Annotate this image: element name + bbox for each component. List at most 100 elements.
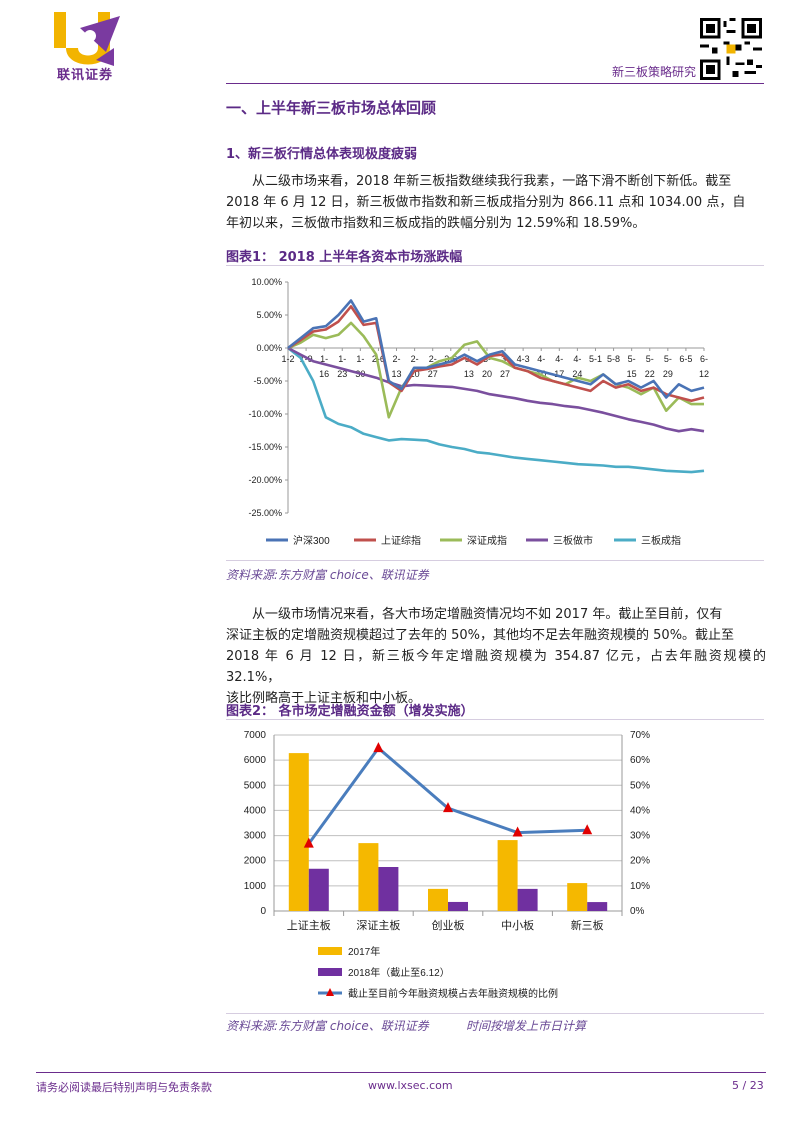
paragraph-line: 从二级市场来看，2018 年新三板指数继续我行我素，一路下滑不断创下新低。截至 bbox=[252, 174, 732, 189]
series-line bbox=[287, 305, 705, 403]
figure2-top-rule bbox=[226, 719, 764, 720]
legend-label: 2017年 bbox=[348, 945, 380, 958]
y-tick-label: 0.00% bbox=[256, 343, 282, 353]
x-tick-label: 新三板 bbox=[571, 918, 604, 932]
ratio-line bbox=[307, 746, 588, 845]
y-tick-label: -10.00% bbox=[248, 409, 282, 419]
y-left-tick-label: 6000 bbox=[244, 755, 267, 766]
bar-2017 bbox=[358, 843, 379, 911]
x-tick-label: 15 bbox=[627, 369, 637, 379]
x-tick-label: 2- bbox=[411, 354, 419, 364]
x-tick-label: 17 bbox=[554, 369, 564, 379]
paragraph-line: 从一级市场情况来看，各大市场定增融资情况均不如 2017 年。截止至目前，仅有 bbox=[252, 607, 723, 622]
bar-2017 bbox=[497, 840, 518, 911]
y-left-tick-label: 5000 bbox=[244, 780, 267, 791]
legend-label: 上证综指 bbox=[381, 534, 421, 547]
x-tick-label: 1-9 bbox=[300, 354, 313, 364]
paragraph-2: 从一级市场情况来看，各大市场定增融资情况均不如 2017 年。截止至目前，仅有 … bbox=[226, 604, 766, 709]
x-tick-label: 16 bbox=[319, 369, 329, 379]
bar-2017 bbox=[567, 883, 588, 911]
paragraph-line: 2018 年 6 月 12 日，新三板做市指数和新三板成指分别为 866.11 … bbox=[226, 195, 746, 210]
x-tick-label: 2- bbox=[393, 354, 401, 364]
ratio-marker bbox=[303, 837, 314, 848]
company-logo bbox=[54, 12, 120, 66]
x-tick-label: 6- bbox=[700, 354, 708, 364]
paragraph-line: 2018 年 6 月 12 日，新三板今年定增融资规模为 354.87 亿元，占… bbox=[226, 649, 766, 685]
bar-2017 bbox=[288, 753, 309, 911]
qr-code bbox=[700, 18, 762, 80]
x-tick-label: 4-3 bbox=[517, 354, 530, 364]
x-tick-label: 中小板 bbox=[501, 918, 534, 932]
x-tick-label: 创业板 bbox=[432, 918, 465, 932]
series-line bbox=[287, 346, 705, 433]
figure2-label: 图表2： 各市场定增融资金额（增发实施） bbox=[226, 704, 474, 719]
section-title: 一、上半年新三板市场总体回顾 bbox=[226, 99, 437, 117]
x-tick-label: 1- bbox=[338, 354, 346, 364]
ratio-marker bbox=[443, 802, 453, 813]
legend-swatch-2018 bbox=[318, 968, 342, 976]
legend-label: 沪深300 bbox=[293, 534, 330, 547]
ratio-marker bbox=[373, 742, 384, 753]
series-line bbox=[287, 299, 705, 399]
y-left-tick-label: 3000 bbox=[244, 831, 267, 842]
legend-label: 截止至目前今年融资规模占去年融资规模的比例 bbox=[348, 987, 558, 1000]
x-tick-label: 29 bbox=[663, 369, 673, 379]
footer-divider bbox=[36, 1072, 766, 1073]
figure1-label: 图表1： 2018 上半年各资本市场涨跌幅 bbox=[226, 250, 463, 265]
x-tick-label: 13 bbox=[392, 369, 402, 379]
legend-label: 三板成指 bbox=[641, 534, 681, 547]
subsection-title: 1、新三板行情总体表现极度疲弱 bbox=[226, 147, 418, 162]
y-right-tick-label: 10% bbox=[630, 881, 650, 892]
x-tick-label: 4- bbox=[573, 354, 581, 364]
paragraph-line: 该比例略高于上证主板和中小板。 bbox=[226, 691, 422, 706]
y-tick-label: 10.00% bbox=[251, 277, 282, 287]
y-tick-label: -15.00% bbox=[248, 442, 282, 452]
x-tick-label: 22 bbox=[645, 369, 655, 379]
legend-label: 2018年（截止至6.12） bbox=[348, 966, 450, 979]
paragraph-1: 从二级市场来看，2018 年新三板指数继续我行我素，一路下滑不断创下新低。截至 … bbox=[226, 171, 766, 234]
x-tick-label: 2-6 bbox=[372, 354, 385, 364]
y-left-tick-label: 2000 bbox=[244, 856, 267, 867]
y-left-tick-label: 1000 bbox=[244, 881, 267, 892]
y-tick-label: -20.00% bbox=[248, 475, 282, 485]
x-tick-label: 5- bbox=[664, 354, 672, 364]
series-line bbox=[287, 321, 704, 419]
y-right-tick-label: 40% bbox=[630, 805, 650, 816]
figure1-top-rule bbox=[226, 265, 764, 266]
bar-line-chart: 7000 6000 5000 4000 3000 2000 1000 0 70% 60% 50% 40… bbox=[244, 730, 650, 1000]
x-tick-label: 24 bbox=[572, 369, 582, 379]
y-right-tick-label: 60% bbox=[630, 755, 650, 766]
x-tick-label: 12 bbox=[699, 369, 709, 379]
x-tick-label: 20 bbox=[410, 369, 420, 379]
y-left-tick-label: 0 bbox=[260, 906, 266, 917]
x-tick-label: 1- bbox=[320, 354, 328, 364]
x-tick-label: 4- bbox=[555, 354, 563, 364]
header-label: 新三板策略研究 bbox=[612, 65, 697, 79]
y-right-tick-label: 30% bbox=[630, 831, 650, 842]
paragraph-line: 年初以来，三板做市指数和三板成指的跌幅分别为 12.59%和 18.59%。 bbox=[226, 216, 646, 231]
x-tick-label: 上证主板 bbox=[287, 918, 331, 932]
footer-disclaimer: 请务必阅读最后特别声明与免责条款 bbox=[36, 1081, 212, 1094]
figure2-bottom-rule bbox=[226, 1013, 764, 1014]
y-right-tick-label: 20% bbox=[630, 856, 650, 867]
y-right-tick-label: 70% bbox=[630, 730, 650, 741]
x-tick-label: 5- bbox=[646, 354, 654, 364]
figure1-source: 资料来源:东方财富 choice、联讯证券 bbox=[226, 568, 429, 582]
bar-2018 bbox=[378, 867, 399, 911]
legend-swatch-ratio-marker bbox=[326, 988, 334, 996]
y-tick-label: -25.00% bbox=[248, 508, 282, 518]
x-tick-label: 20 bbox=[482, 369, 492, 379]
x-tick-label: 27 bbox=[428, 369, 438, 379]
y-tick-label: -5.00% bbox=[253, 376, 282, 386]
logo-text: 联讯证券 bbox=[57, 68, 114, 83]
x-tick-label: 深证主板 bbox=[356, 918, 400, 932]
figure1-bottom-rule bbox=[226, 560, 764, 561]
header-divider bbox=[226, 83, 764, 84]
x-tick-label: 1- bbox=[356, 354, 364, 364]
y-left-tick-label: 4000 bbox=[244, 805, 267, 816]
x-tick-label: 27 bbox=[500, 369, 510, 379]
x-tick-label: 23 bbox=[337, 369, 347, 379]
y-left-tick-label: 7000 bbox=[244, 730, 267, 741]
y-right-tick-label: 0% bbox=[630, 906, 645, 917]
figure2-source: 资料来源:东方财富 choice、联讯证券 bbox=[226, 1019, 429, 1033]
